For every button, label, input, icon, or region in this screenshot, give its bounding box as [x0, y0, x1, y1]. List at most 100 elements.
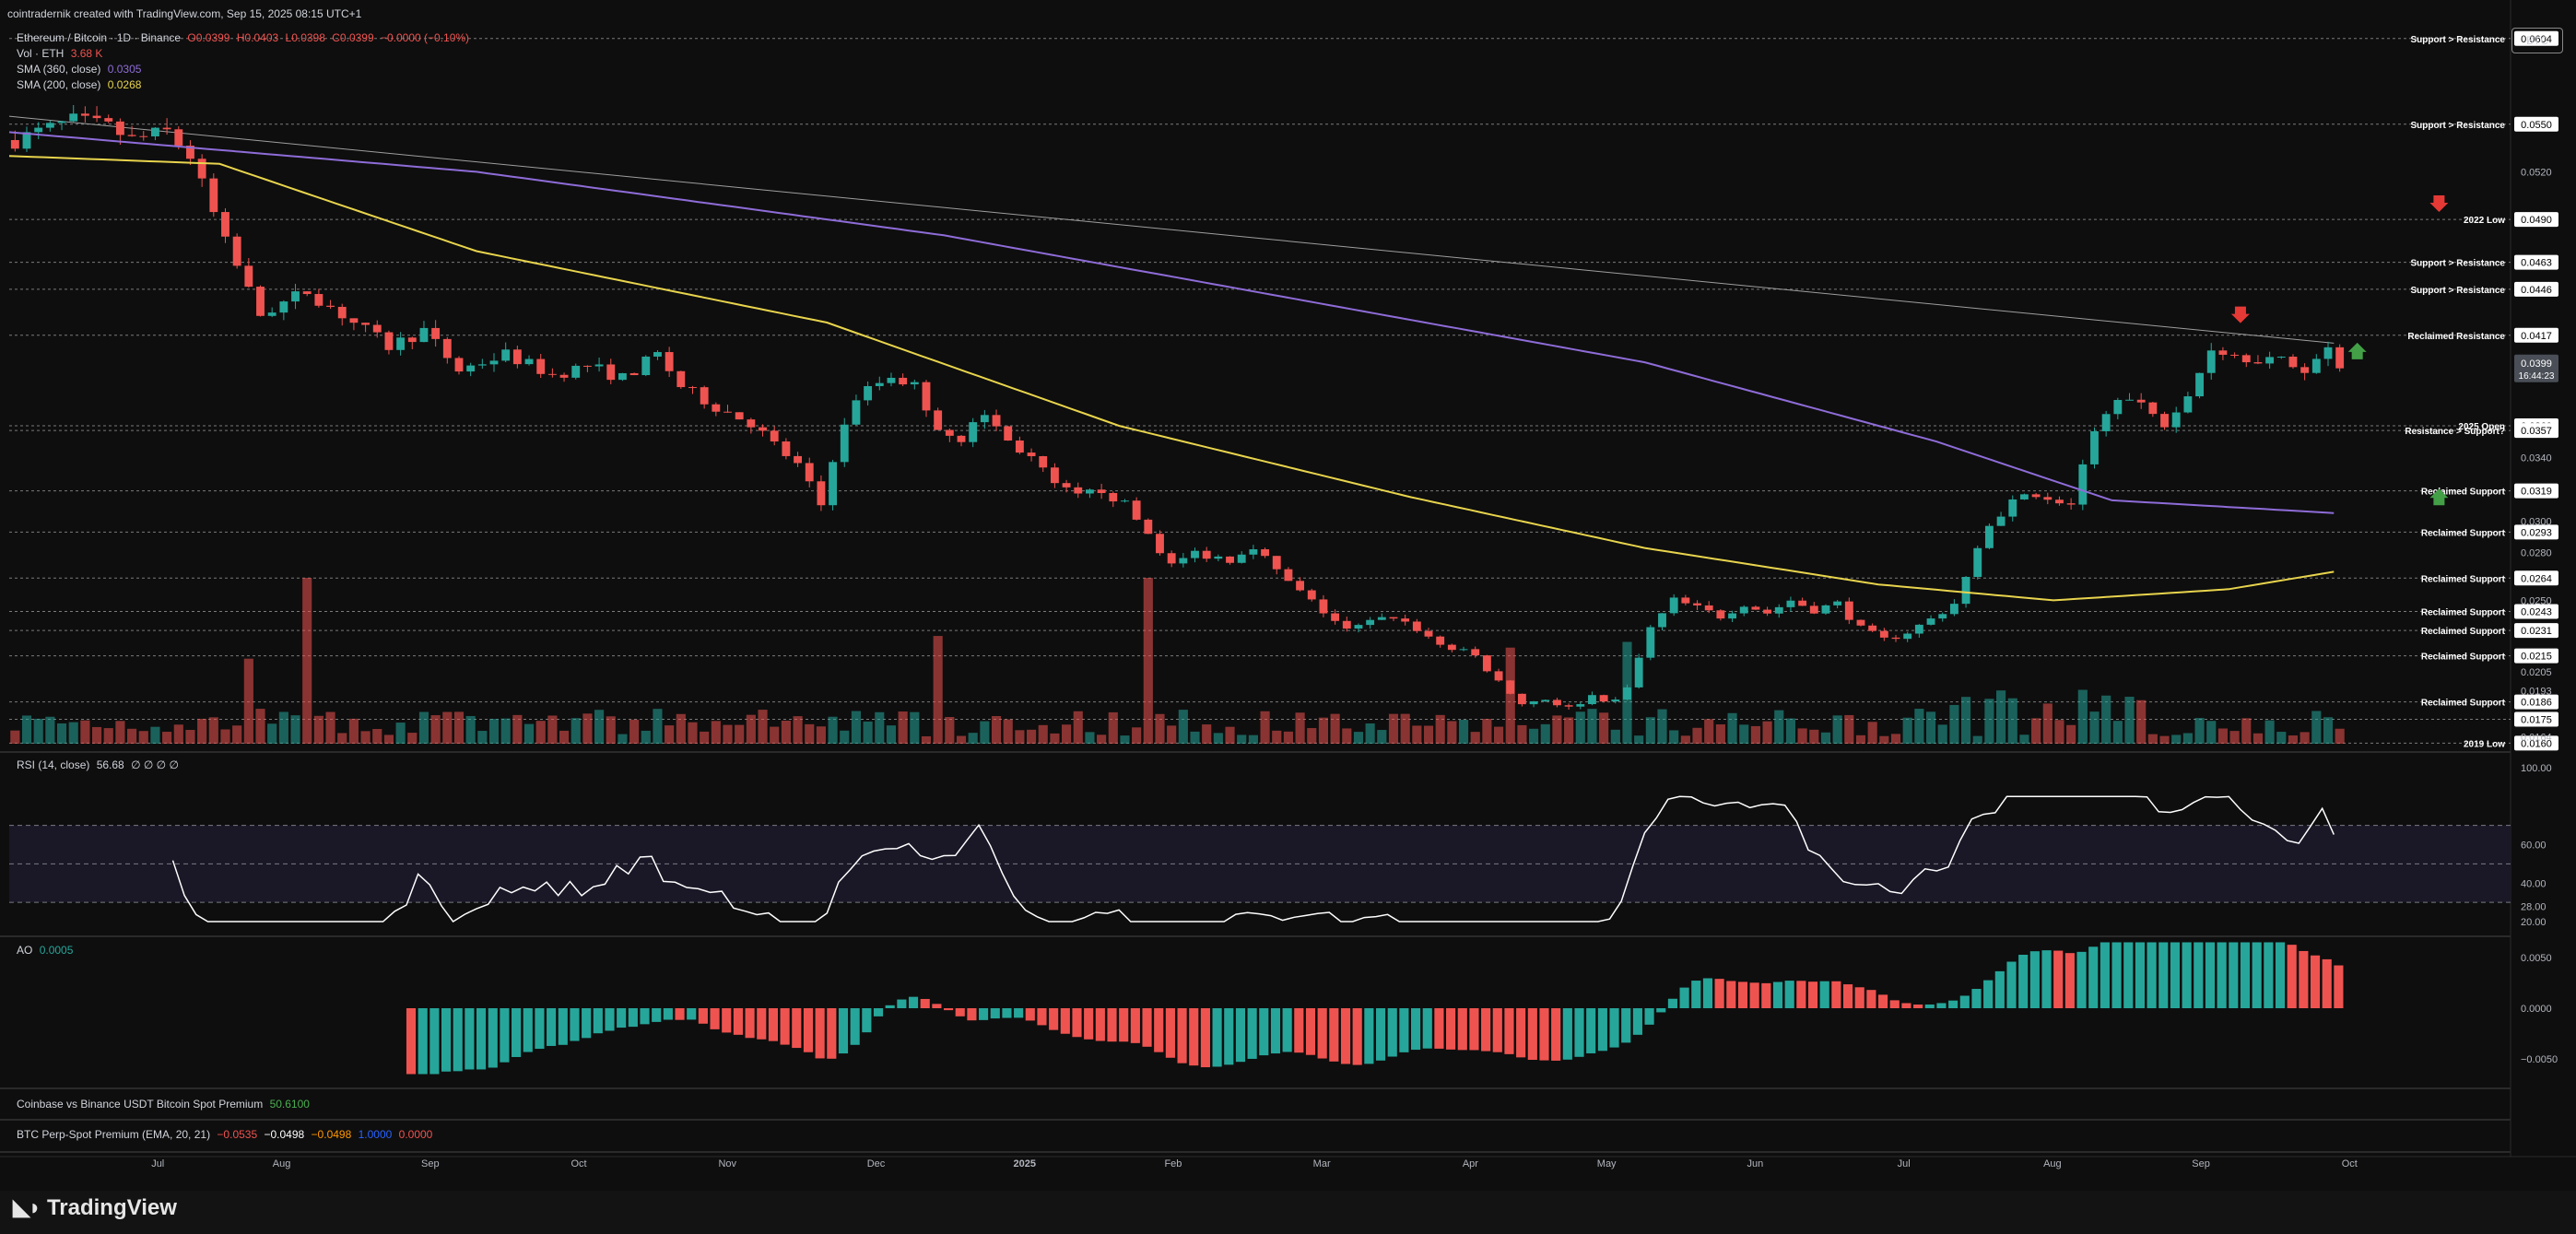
candle-body — [1623, 687, 1631, 700]
candle-body — [454, 358, 464, 372]
main-chart-svg[interactable]: Support > Resistance 0.0604 Support > Resi… — [0, 0, 2576, 1191]
volume-bar — [641, 730, 651, 744]
candle-body — [1868, 625, 1877, 631]
ao-bar — [757, 1008, 767, 1040]
volume-bar — [1248, 735, 1258, 744]
ao-bar — [1481, 1008, 1491, 1052]
ao-bar — [2205, 942, 2216, 1008]
price-tick-label: 0.0340 — [2521, 452, 2552, 464]
level-tag-bg — [2514, 212, 2558, 228]
candle-body — [197, 159, 206, 179]
candle-body — [1121, 500, 1129, 502]
candle-body — [2253, 362, 2263, 364]
volume-bar — [770, 726, 780, 744]
price-tick-label: 0.0205 — [2521, 667, 2552, 678]
low-value: L0.0398 — [285, 31, 325, 44]
volume-bar — [1727, 712, 1737, 744]
volume-bar — [618, 734, 628, 744]
candle-body — [1015, 441, 1024, 453]
volume-bar — [781, 720, 791, 744]
candle-body — [1949, 604, 1958, 615]
volume-bar — [127, 728, 137, 744]
candle-body — [934, 410, 943, 430]
volume-bar — [1015, 730, 1025, 744]
volume-bar — [582, 713, 593, 744]
ao-bar — [500, 1008, 510, 1063]
sma360-legend[interactable]: SMA (360, close) 0.0305 — [17, 63, 145, 76]
candle-body — [2218, 350, 2228, 355]
currency-button[interactable]: BTC — [2511, 28, 2563, 53]
volume-bar — [1785, 718, 1796, 744]
level-tag-bg — [2514, 711, 2558, 727]
volume-bar — [851, 711, 862, 744]
candle-body — [852, 400, 861, 425]
candle-body — [1401, 618, 1410, 622]
level-tag: 0.0175 — [2521, 715, 2552, 726]
ao-bar — [1632, 1008, 1642, 1035]
close-value: C0.0399 — [332, 31, 374, 44]
volume-bar — [1739, 724, 1749, 744]
volume-bar — [711, 721, 721, 744]
candle-body — [641, 356, 651, 376]
volume-bar — [1493, 726, 1504, 744]
ao-bar — [1422, 1008, 1432, 1049]
ao-bar — [990, 1008, 1000, 1019]
candle-body — [1261, 549, 1269, 557]
candles — [10, 105, 2345, 710]
candle-body — [396, 337, 406, 350]
ao-bar — [2334, 965, 2344, 1008]
ao-bar — [1270, 1008, 1281, 1054]
candle-body — [1132, 500, 1141, 520]
volume-bar — [1143, 578, 1153, 744]
candle-body — [326, 305, 335, 307]
ao-bar — [1597, 1008, 1607, 1052]
ao-bar — [1200, 1008, 1210, 1068]
perp-v2: −0.0498 — [264, 1128, 305, 1141]
ao-bar — [465, 1008, 475, 1070]
volume-bar — [1412, 725, 1422, 744]
volume-bar — [208, 717, 218, 744]
ao-bar — [1994, 970, 2005, 1008]
candle-body — [1506, 680, 1515, 694]
volume-bar — [1120, 735, 1130, 744]
tradingview-logo[interactable]: ◣◗ TradingView — [13, 1194, 177, 1221]
rsi-tick-label: 60.00 — [2521, 840, 2547, 852]
volume-legend[interactable]: Vol · ETH 3.68 K — [17, 47, 106, 60]
volume-bar — [676, 713, 686, 744]
candle-body — [361, 323, 371, 325]
ao-bar — [2088, 946, 2099, 1008]
candle-body — [618, 372, 627, 381]
perp-legend[interactable]: BTC Perp-Spot Premium (EMA, 20, 21) −0.0… — [17, 1128, 436, 1141]
sma200-legend[interactable]: SMA (200, close) 0.0268 — [17, 78, 145, 91]
price-tick-label: 0.0280 — [2521, 548, 2552, 559]
rsi-legend[interactable]: RSI (14, close) 56.68 ∅ ∅ ∅ ∅ — [17, 758, 182, 771]
symbol-name[interactable]: Ethereum / Bitcoin · 1D · Binance — [17, 31, 182, 44]
candle-body — [174, 129, 183, 147]
ao-bar — [1714, 979, 1724, 1008]
candle-body — [1786, 600, 1795, 607]
volume-bar — [453, 711, 465, 744]
candle-body — [887, 377, 896, 383]
symbol-legend[interactable]: Ethereum / Bitcoin · 1D · Binance O0.039… — [17, 31, 473, 44]
perp-label: BTC Perp-Spot Premium (EMA, 20, 21) — [17, 1128, 211, 1141]
volume-bar — [103, 728, 113, 744]
volume-bars — [10, 578, 2345, 744]
ao-bar — [1621, 1008, 1631, 1043]
volume-bar — [115, 721, 125, 744]
volume-bar — [2206, 721, 2217, 744]
candle-body — [1214, 556, 1223, 559]
candle-body — [1996, 516, 2006, 526]
ao-bar — [1971, 989, 1982, 1008]
candle-body — [2101, 414, 2111, 431]
volume-bar — [1050, 733, 1060, 744]
ao-legend[interactable]: AO 0.0005 — [17, 944, 76, 957]
time-tick-label: Dec — [867, 1158, 886, 1169]
time-tick-label: Aug — [2043, 1158, 2062, 1169]
premium-legend[interactable]: Coinbase vs Binance USDT Bitcoin Spot Pr… — [17, 1098, 313, 1111]
candle-body — [186, 146, 194, 159]
volume-bar — [2229, 731, 2240, 744]
candle-body — [1050, 467, 1059, 484]
volume-bar — [150, 726, 160, 744]
ao-bar — [1025, 1008, 1035, 1021]
candle-body — [2078, 464, 2088, 505]
